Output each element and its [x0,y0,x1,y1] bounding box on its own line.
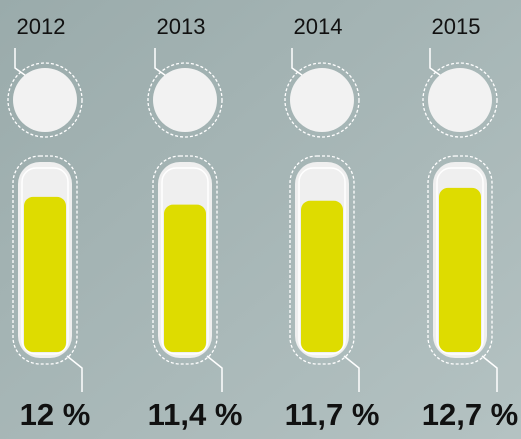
capsule-outline [289,155,355,365]
capsule-outline [152,155,218,365]
capsule-inner [161,167,209,355]
circle-outline [147,62,223,138]
leader-line [66,355,83,392]
value-label: 11,4 % [148,397,243,432]
capsule-inner [21,167,69,355]
year-label: 2013 [157,14,206,39]
capsule-inner [298,167,346,355]
circle [153,68,217,132]
capsule-inner [436,167,484,355]
bar [439,187,481,352]
value-label: 12,7 % [422,397,519,432]
leader-line [343,355,360,392]
leader-line [154,48,170,79]
year-label: 2012 [17,14,66,39]
value-label: 12 % [20,397,91,432]
year-label: 2015 [432,14,481,39]
circle [13,68,77,132]
bar [164,204,206,352]
bar [24,196,66,352]
circle-outline [284,62,360,138]
value-label: 11,7 % [285,397,380,432]
leader-line [291,48,307,79]
bar [301,200,343,352]
year-label: 2014 [294,14,343,39]
circle [428,68,492,132]
circle-outline [422,62,498,138]
capsule-outline [427,155,493,365]
capsule-outline [12,155,78,365]
circle-outline [7,62,83,138]
circle [290,68,354,132]
leader-line [481,355,498,392]
leader-line [206,355,223,392]
leader-line [429,48,445,79]
leader-line [14,48,30,79]
